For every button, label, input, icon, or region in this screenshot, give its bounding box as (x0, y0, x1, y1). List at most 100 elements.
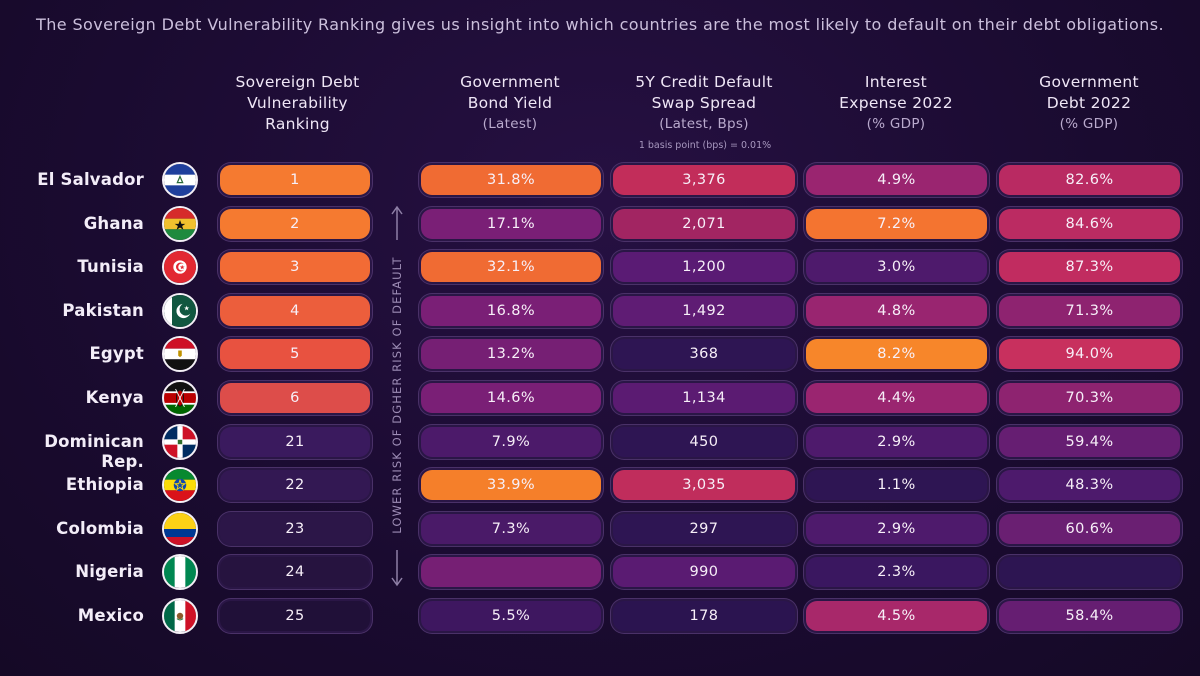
header-bond-sub: (Latest) (482, 116, 538, 132)
cds-cell: 3,376 (613, 165, 795, 195)
up-arrow-head (391, 205, 403, 215)
country-name: Ghana (83, 213, 144, 233)
rank-cell: 24 (220, 557, 370, 588)
header-cds-spread: 5Y Credit Default Swap Spread (Latest, B… (612, 72, 796, 135)
cds-cell: 1,200 (613, 252, 795, 283)
interest-cell: 7.2% (806, 208, 987, 239)
country-name: El Salvador (37, 170, 144, 189)
rank-cell: 23 (220, 513, 370, 544)
cds-cell: 297 (613, 513, 795, 544)
bond-cell: 16.8% (421, 295, 601, 326)
dominican-republic-flag-icon (162, 423, 198, 460)
bond-cell: 14.6% (421, 383, 601, 413)
header-cds-sub: (Latest, Bps) (659, 116, 749, 132)
country-name: Pakistan (62, 300, 144, 320)
colombia-flag-icon (162, 510, 198, 547)
rank-cell: 5 (220, 339, 370, 370)
bond-cell: 32.1% (421, 252, 601, 283)
cds-cell: 450 (613, 426, 795, 457)
header-rank: Sovereign Debt Vulnerability Ranking (210, 72, 385, 135)
chart-subtitle: The Sovereign Debt Vulnerability Ranking… (36, 15, 1164, 34)
debt-cell: 94.0% (999, 339, 1180, 370)
header-interest-line2: Expense 2022 (839, 94, 953, 112)
country-name: Mexico (77, 606, 144, 625)
country-name: Ethiopia (65, 475, 144, 495)
header-interest-sub: (% GDP) (866, 116, 926, 132)
nigeria-flag-icon (162, 554, 198, 591)
debt-cell: 60.6% (999, 513, 1180, 544)
debt-cell: 87.3% (999, 252, 1180, 283)
debt-cell: 59.4% (999, 426, 1180, 457)
mexico-flag-icon (162, 598, 198, 634)
cds-cell: 3,035 (613, 470, 795, 501)
basis-point-note: 1 basis point (bps) = 0.01% (638, 140, 772, 151)
cds-cell: 1,134 (613, 383, 795, 413)
header-interest-expense: Interest Expense 2022 (% GDP) (805, 72, 987, 135)
risk-direction-arrows (391, 205, 403, 587)
cds-cell: 178 (613, 601, 795, 631)
debt-cell: 82.6% (999, 165, 1180, 195)
country-name: Nigeria (75, 562, 144, 582)
egypt-flag-icon (162, 336, 198, 373)
rank-cell: 1 (220, 165, 370, 195)
cds-cell: 2,071 (613, 208, 795, 239)
header-cds-line1: 5Y Credit Default (635, 73, 773, 91)
cds-cell: 1,492 (613, 295, 795, 326)
cds-cell: 368 (613, 339, 795, 370)
el-salvador-flag-icon (162, 162, 198, 198)
bond-cell: 7.9% (421, 426, 601, 457)
header-cds-line2: Swap Spread (651, 94, 757, 112)
interest-cell: 3.0% (806, 252, 987, 283)
header-interest-line1: Interest (864, 73, 928, 91)
bond-cell: 5.5% (421, 601, 601, 631)
bond-cell: 13.2% (421, 339, 601, 370)
interest-cell: 4.5% (806, 601, 987, 631)
debt-cell: 70.3% (999, 383, 1180, 413)
risk-axis-label: LOWER RISK OF DGHER RISK OF DEFAULT (390, 256, 404, 534)
debt-cell: 58.4% (999, 601, 1180, 631)
kenya-flag-icon (162, 380, 198, 416)
debt-cell: 71.3% (999, 295, 1180, 326)
tunisia-flag-icon (162, 249, 198, 286)
rank-cell: 6 (220, 383, 370, 413)
rank-cell: 3 (220, 252, 370, 283)
pakistan-flag-icon (162, 292, 198, 329)
interest-cell: 4.9% (806, 165, 987, 195)
rank-cell: 21 (220, 426, 370, 457)
header-bond-yield: Government Bond Yield (Latest) (420, 72, 600, 135)
rank-cell: 4 (220, 295, 370, 326)
cds-cell: 990 (613, 557, 795, 588)
debt-cell: 48.3% (999, 470, 1180, 501)
interest-cell: 4.8% (806, 295, 987, 326)
ethiopia-flag-icon (162, 467, 198, 504)
bond-cell: 17.1% (421, 208, 601, 239)
interest-cell: 2.9% (806, 426, 987, 457)
header-debt-line1: Government (1039, 73, 1139, 91)
bond-cell (421, 557, 601, 588)
header-bond-line1: Government (460, 73, 560, 91)
ghana-flag-icon (162, 205, 198, 242)
debt-cell: 84.6% (999, 208, 1180, 239)
interest-cell: 4.4% (806, 383, 987, 413)
bond-cell: 31.8% (421, 165, 601, 195)
interest-cell: 1.1% (806, 470, 987, 501)
interest-cell: 8.2% (806, 339, 987, 370)
down-arrow-head (391, 577, 403, 587)
rank-cell: 2 (220, 208, 370, 239)
header-rank-line2: Vulnerability (247, 94, 348, 112)
country-name: Colombia (56, 518, 144, 538)
header-bond-line2: Bond Yield (467, 94, 553, 112)
header-debt-line2: Debt 2022 (1046, 94, 1132, 112)
debt-cell (999, 557, 1180, 588)
header-debt-sub: (% GDP) (1059, 116, 1119, 132)
header-rank-line3: Ranking (265, 115, 330, 133)
country-name: Egypt (89, 344, 144, 364)
interest-cell: 2.3% (806, 557, 987, 588)
bond-cell: 7.3% (421, 513, 601, 544)
country-name: Tunisia (77, 257, 144, 277)
interest-cell: 2.9% (806, 513, 987, 544)
country-name: Dominican Rep. (44, 431, 144, 471)
header-government-debt: Government Debt 2022 (% GDP) (998, 72, 1180, 135)
country-name: Kenya (85, 388, 144, 407)
rank-cell: 22 (220, 470, 370, 501)
